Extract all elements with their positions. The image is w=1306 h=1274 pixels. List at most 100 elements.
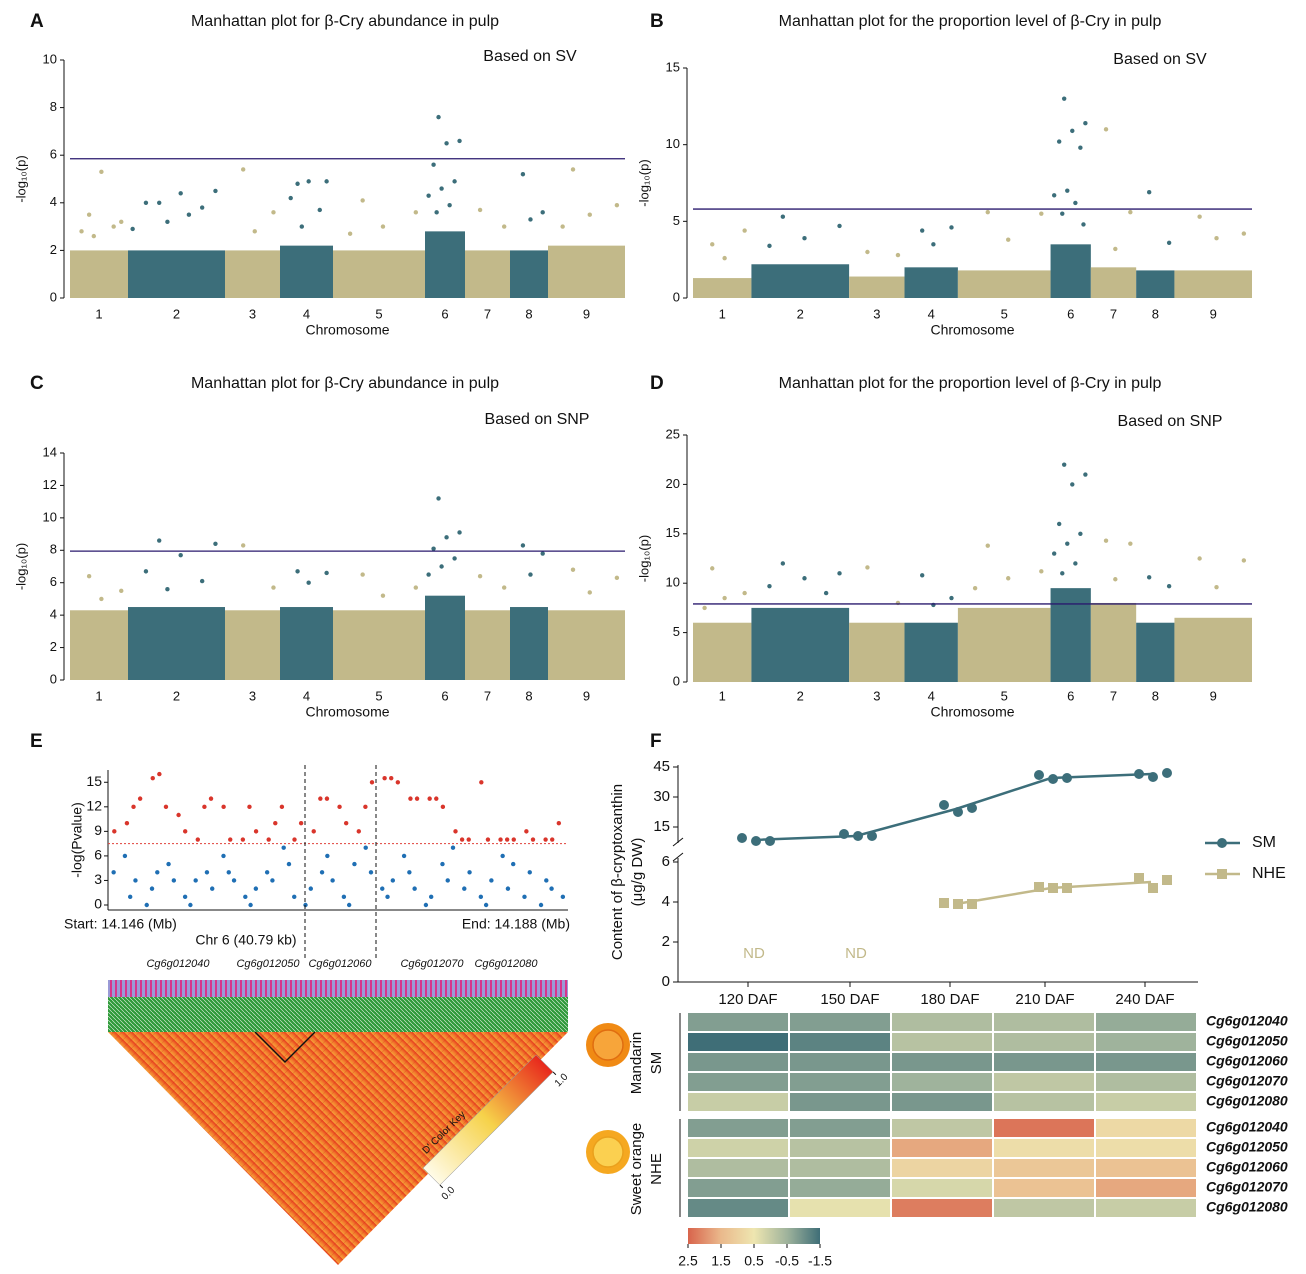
chromosome [849,249,905,298]
snp-point [150,775,155,781]
panel-letter: B [650,11,664,32]
snp-point [271,585,276,590]
chart-title: Manhattan plot for β-Cry abundance in pu… [191,13,499,30]
snp-point [1006,237,1011,242]
replicate-point [953,807,963,817]
snp-point [119,219,124,225]
snp-point [1241,231,1247,236]
snp-point [428,894,434,900]
snp-point [133,878,138,883]
chromosome [70,169,128,298]
snp-point [79,229,84,234]
heatmap-cell [994,1093,1094,1111]
nd-label: ND [845,945,867,962]
heatmap-cell [892,1013,992,1031]
snp-point [356,829,361,834]
snp-point [1146,575,1152,580]
snp-point [570,167,576,172]
replicate-point [1162,768,1172,778]
snp-point [389,775,394,781]
annotation: Based on SV [1113,51,1207,68]
snp-point [1039,569,1044,574]
x-tick-label: 7 [484,306,491,321]
snp-point [478,894,484,900]
snp-point [337,804,342,810]
snp-point [91,233,97,239]
y-tick-label: 45 [653,758,670,775]
dense-points [225,610,280,680]
chromosome [425,114,465,298]
chromosome [548,567,625,680]
heatmap-cell [892,1033,992,1051]
snp-point [240,167,246,172]
snp-point [157,538,162,543]
snp-point [467,870,472,875]
snp-point [385,894,390,900]
snp-point [780,214,786,219]
snp-point [702,605,707,611]
snp-point [130,226,135,232]
x-tick-label: 3 [873,688,880,703]
gene-label: Cg6g012070 [1206,1073,1288,1089]
snp-point [710,242,715,247]
snp-point [865,249,870,255]
gene-label: Cg6g012040 [146,958,210,970]
snp-point [330,878,335,883]
snp-point [292,837,297,842]
snp-point [382,775,387,781]
snp-point [122,853,128,859]
snp-point [544,878,549,883]
x-tick-label: 6 [441,306,448,321]
axis-break [672,837,684,847]
heatmap-cell [790,1139,890,1157]
x-tick-label: 5 [1001,688,1008,703]
y-tick-label: 12 [86,798,102,814]
snp-point [166,861,171,867]
snp-point [127,894,133,900]
snp-point [240,837,246,842]
dense-points [510,607,548,680]
dense-points [465,250,510,298]
snp-point [1083,472,1088,477]
chart-title: Manhattan plot for the proportion level … [779,375,1162,392]
legend-marker [1217,869,1227,879]
snp-point [802,576,807,581]
dense-points [849,276,905,298]
y-axis-label: (μg/g DW) [629,838,646,907]
snp-point [560,224,565,229]
y-tick-label: 5 [673,213,680,228]
y-tick-label: 30 [653,788,670,805]
snp-point [271,210,276,215]
fruit-images [586,1023,630,1174]
snp-point [1039,211,1044,216]
ld-connector [108,997,568,1032]
snp-point [1113,246,1118,252]
dense-points [1090,267,1137,298]
y-tick-label: 0 [662,973,670,990]
x-tick-label: 2 [173,688,180,703]
snp-point [171,878,177,883]
snp-point [1060,571,1065,576]
panel-letter: D [650,373,664,394]
x-tick-label: 1 [95,306,102,321]
snp-point [1103,127,1109,132]
snp-point [483,902,489,908]
dense-points [70,610,128,680]
snp-point [511,861,516,867]
snp-point [390,878,396,883]
dense-points [510,250,548,298]
y-tick-label: 10 [43,509,57,524]
replicate-point [939,800,949,810]
snp-point [414,796,420,801]
end-label: End: 14.188 (Mb) [462,916,570,932]
replicate-point [737,833,747,843]
x-tick-label: 8 [1152,688,1159,703]
snp-point [380,886,385,891]
snp-point [920,573,925,578]
chromosome [465,574,510,680]
snp-point [431,546,436,551]
snp-point [319,870,325,875]
y-axis-label: -log₁₀(p) [636,159,651,206]
snp-point [221,804,226,810]
snp-point [295,181,300,186]
